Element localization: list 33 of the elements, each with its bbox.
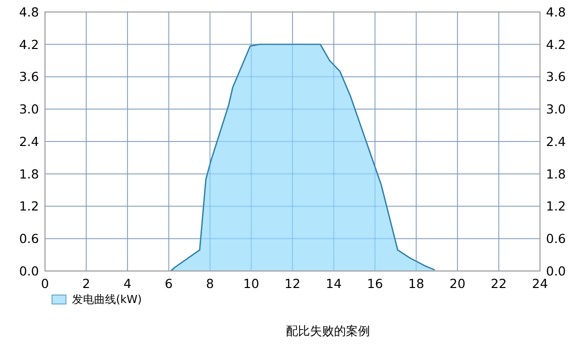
x-tick-label: 16	[367, 276, 383, 291]
y-tick-label: 1.8	[19, 166, 40, 182]
x-tick-label: 8	[206, 276, 214, 291]
legend-label: 发电曲线(kW)	[72, 293, 142, 306]
x-tick-label: 12	[284, 276, 300, 291]
x-tick-label: 18	[408, 276, 424, 291]
y2-tick-label: 2.4	[546, 134, 566, 149]
y-tick-label: 0.6	[19, 231, 40, 246]
text: 配比失败的案例	[286, 324, 370, 338]
y2-tick-label: 1.8	[546, 166, 566, 182]
x-tick-label: 10	[243, 276, 260, 291]
y-tick-label: 4.8	[19, 4, 40, 20]
x-tick-label: 22	[490, 276, 507, 291]
y-tick-label: 2.4	[19, 134, 40, 149]
y2-tick-label: 4.2	[546, 36, 566, 52]
x-tick-label: 24	[532, 276, 548, 291]
y2-tick-label: 4.8	[546, 4, 566, 20]
x-tick-label: 20	[450, 276, 466, 291]
y-tick-label: 1.2	[19, 198, 39, 214]
y2-tick-label: 1.2	[546, 198, 566, 214]
y-tick-label: 0.0	[19, 263, 40, 278]
x-tick-label: 6	[164, 276, 173, 291]
x-tick-label: 2	[82, 276, 90, 291]
y2-tick-label: 0.0	[546, 263, 566, 278]
y2-tick-label: 3.0	[546, 102, 566, 116]
x-tick-label: 14	[326, 276, 342, 291]
y-tick-label: 3.6	[19, 69, 40, 84]
x-tick-label: 4	[124, 276, 132, 291]
y-tick-label: 3.0	[19, 102, 40, 116]
x-tick-label: 0	[41, 276, 50, 291]
y2-tick-label: 3.6	[546, 69, 566, 84]
y2-tick-label: 0.6	[546, 231, 566, 246]
y-tick-label: 4.2	[19, 36, 39, 52]
